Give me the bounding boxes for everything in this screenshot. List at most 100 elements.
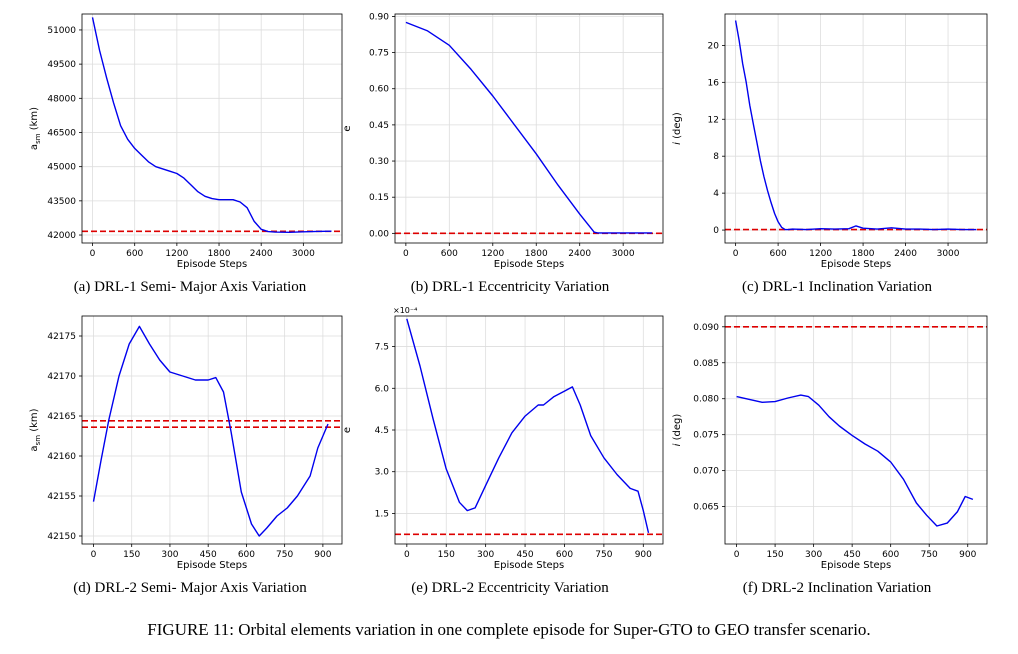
series-line	[91, 17, 332, 234]
chart-e: 0 150 300 450 600 750 900 1.5 3.0 4.5 6.0 7.5 Episod…	[342, 306, 664, 571]
y-tick-label: 0.085	[693, 359, 719, 369]
x-tick-label: 750	[276, 550, 293, 560]
x-tick-label: 1800	[208, 249, 231, 259]
y-tick-label: 42165	[47, 412, 76, 422]
x-tick-label: 0	[91, 550, 97, 560]
x-tick-label: 450	[516, 550, 533, 560]
y-tick-label: 42000	[47, 231, 76, 241]
x-tick-label: 1200	[809, 249, 832, 259]
series-line	[405, 21, 653, 234]
y-tick-label: 43500	[47, 197, 76, 207]
x-tick-label: 1800	[525, 249, 548, 259]
x-tick-label: 750	[921, 550, 938, 560]
x-tick-label: 900	[635, 550, 652, 560]
y-tick-label: 42175	[47, 332, 76, 342]
y-tick-label: 0.065	[693, 503, 719, 513]
chart-d: 0 150 300 450 600 750 900 42150 42155 42160 42165 4…	[29, 315, 343, 571]
x-tick-label: 1200	[481, 249, 504, 259]
y-tick-label: 0.90	[369, 12, 389, 22]
axes-frame	[394, 13, 664, 244]
x-tick-label: 450	[200, 550, 217, 560]
y-tick-label: 12	[708, 115, 719, 125]
x-tick-label: 900	[959, 550, 976, 560]
x-tick-label: 450	[844, 550, 861, 560]
subcaption-c: (c) DRL-1 Inclination Variation	[741, 279, 933, 295]
y-tick-label: 3.0	[375, 468, 390, 478]
x-axis-label: Episode Steps	[821, 259, 891, 270]
x-axis-label: Episode Steps	[494, 560, 564, 571]
y-tick-label: 0.080	[693, 395, 719, 405]
y-axis-label: i (deg)	[672, 112, 683, 145]
subcaption-e: (e) DRL-2 Eccentricity Variation	[411, 580, 609, 596]
chart-b: 0 600 1200 1800 2400 3000 0.00 0.15 0.30 0.45 0.60…	[342, 12, 664, 270]
y-tick-label: 0.75	[369, 49, 389, 59]
x-axis-label: Episode Steps	[494, 259, 564, 270]
y-tick-label: 45000	[47, 163, 76, 173]
y-tick-label: 16	[708, 78, 720, 88]
y-tick-label: 0.15	[369, 193, 389, 203]
x-tick-label: 0	[90, 249, 96, 259]
y-tick-label: 51000	[47, 26, 76, 36]
x-axis-label: Episode Steps	[177, 560, 247, 571]
y-axis-label: e	[342, 427, 353, 433]
y-tick-label: 8	[713, 152, 719, 162]
x-tick-label: 600	[770, 249, 787, 259]
chart-f: 0 150 300 450 600 750 900 0.065 0.070 0.075 0.080 0…	[672, 315, 988, 571]
subcaption-f: (f) DRL-2 Inclination Variation	[742, 580, 932, 596]
chart-c: 0 600 1200 1800 2400 3000 0 4 8 12 16 20 Episode Ste…	[672, 13, 988, 270]
x-tick-label: 600	[126, 249, 143, 259]
y-tick-label: 42160	[47, 452, 76, 462]
y-tick-label: 0.075	[693, 431, 719, 441]
series-line	[406, 318, 650, 534]
chart-a: 0 600 1200 1800 2400 3000 42000 43500 45000 46500…	[29, 13, 343, 270]
x-tick-label: 150	[123, 550, 140, 560]
y-tick-label: 49500	[47, 60, 76, 70]
axes-frame	[724, 315, 988, 545]
y-tick-label: 1.5	[375, 509, 389, 519]
series-line	[734, 20, 977, 231]
subcaption-d: (d) DRL-2 Semi- Major Axis Variation	[73, 580, 307, 596]
y-tick-label: 42155	[47, 492, 76, 502]
x-tick-label: 2400	[250, 249, 273, 259]
axis-scale-label: ×10⁻⁴	[393, 306, 417, 315]
x-tick-label: 0	[404, 550, 410, 560]
x-tick-label: 750	[595, 550, 612, 560]
x-tick-label: 3000	[612, 249, 635, 259]
x-tick-label: 3000	[292, 249, 315, 259]
y-tick-label: 4.5	[375, 426, 389, 436]
x-tick-label: 1800	[852, 249, 875, 259]
y-axis-label: asm (km)	[29, 408, 42, 451]
y-axis-label: i (deg)	[672, 414, 683, 447]
x-tick-label: 600	[441, 249, 458, 259]
y-tick-label: 0.60	[369, 85, 389, 95]
axes-frame	[724, 13, 988, 244]
y-axis-label: e	[342, 125, 353, 131]
x-tick-label: 1200	[165, 249, 188, 259]
x-tick-label: 2400	[568, 249, 591, 259]
y-tick-label: 7.5	[375, 343, 389, 353]
x-tick-label: 300	[477, 550, 494, 560]
y-tick-label: 0.070	[693, 467, 719, 477]
x-tick-label: 150	[766, 550, 783, 560]
y-tick-label: 0.00	[369, 229, 389, 239]
axes-frame	[81, 13, 343, 244]
y-axis-label: asm (km)	[29, 107, 42, 150]
x-tick-label: 900	[314, 550, 331, 560]
x-tick-label: 2400	[894, 249, 917, 259]
subcaption-b: (b) DRL-1 Eccentricity Variation	[410, 279, 610, 295]
y-tick-label: 42150	[47, 532, 76, 542]
figure-caption: FIGURE 11: Orbital elements variation in…	[147, 620, 871, 639]
y-tick-label: 4	[713, 189, 719, 199]
y-tick-label: 0.30	[369, 157, 389, 167]
x-tick-label: 300	[805, 550, 822, 560]
y-tick-label: 6.0	[375, 384, 390, 394]
y-tick-label: 0.45	[369, 121, 389, 131]
axes-frame	[81, 315, 343, 545]
x-tick-label: 600	[238, 550, 255, 560]
x-tick-label: 0	[734, 550, 740, 560]
y-tick-label: 42170	[47, 372, 76, 382]
x-tick-label: 3000	[937, 249, 960, 259]
x-tick-label: 0	[733, 249, 739, 259]
y-tick-label: 20	[708, 41, 720, 51]
